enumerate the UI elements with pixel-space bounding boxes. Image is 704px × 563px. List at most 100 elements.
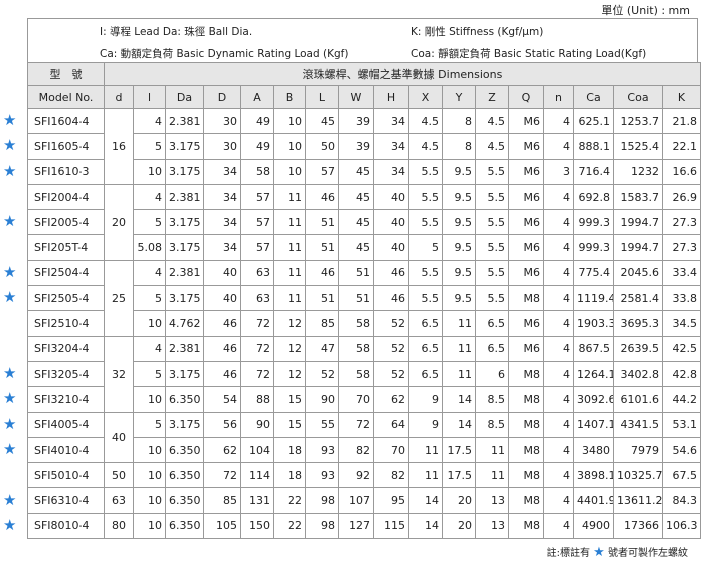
table-row: SFI4005-4 40 5 3.175 56 90 15 55 72 64 9 14 8.5 M8 4 14… (27, 411, 702, 464)
legend-text: Ca: 動額定負荷 Basic Dynamic Rating Load (Kgf… (100, 48, 349, 60)
value-cell: 9 (408, 411, 443, 438)
value-cell: 3898.1 (573, 462, 614, 489)
note-text: 號者可製作左螺紋 (608, 548, 688, 559)
value-cell: 5 (133, 411, 166, 438)
value-cell: 4.5 (475, 133, 509, 160)
model-cell: SFI4010-4 (27, 436, 105, 464)
value-cell: 6.5 (408, 360, 443, 388)
value-cell: 92 (338, 462, 374, 489)
value-cell: 9.5 (442, 209, 476, 236)
value-cell: 40 (373, 183, 409, 211)
column-header: A (240, 85, 274, 109)
value-cell: 4 (543, 360, 574, 388)
value-cell: 4900 (573, 512, 614, 540)
value-cell: 52 (373, 335, 409, 362)
value-cell: 98 (305, 487, 339, 514)
value-cell: 5.5 (475, 259, 509, 287)
value-cell: 12 (273, 335, 306, 362)
value-cell: 14 (408, 487, 443, 514)
value-cell: 10 (273, 158, 306, 185)
value-cell: 2.381 (165, 183, 204, 211)
value-cell: 1994.7 (613, 234, 663, 261)
value-cell: 1407.1 (573, 411, 614, 438)
value-cell: 46 (203, 360, 241, 388)
value-cell: 57 (240, 183, 274, 211)
value-cell: 34 (373, 158, 409, 185)
value-cell: 6.5 (408, 310, 443, 337)
value-cell: 1525.4 (613, 133, 663, 160)
table-row: SFI6310-4 63 10 6.350 85 131 22 98 107 95 14 20 13 M8… (27, 487, 702, 514)
table-row: SFI2510-4 10 4.762 46 72 12 85 58 52 6.5 11 6.5 M6 4 1… (27, 310, 702, 337)
value-cell: 114 (240, 462, 274, 489)
value-cell: 34 (373, 107, 409, 135)
value-cell: 13611.2 (613, 487, 663, 514)
value-cell: 3092.6 (573, 386, 614, 413)
value-cell: M6 (508, 310, 544, 337)
value-cell: M6 (508, 209, 544, 236)
value-cell: 4 (543, 335, 574, 362)
value-cell: 51 (338, 285, 374, 312)
table-row: SFI4010-4 10 6.350 62 104 18 93 82 70 11 17.5 11 M8 4… (27, 436, 702, 464)
value-cell: 4.5 (408, 107, 443, 135)
d-cell: 80 (104, 512, 134, 540)
value-cell: 34 (373, 133, 409, 160)
value-cell: 9.5 (442, 259, 476, 287)
value-cell: 46 (305, 259, 339, 287)
value-cell: 18 (273, 462, 306, 489)
value-cell: 3.175 (165, 411, 204, 438)
value-cell: 40 (373, 209, 409, 236)
value-cell: 10325.7 (613, 462, 663, 489)
value-cell: 5.5 (408, 183, 443, 211)
value-cell: 40 (373, 234, 409, 261)
value-cell: 30 (203, 107, 241, 135)
value-cell: 40 (203, 259, 241, 287)
value-cell: 85 (305, 310, 339, 337)
value-cell: 58 (338, 335, 374, 362)
value-cell: 42.8 (661, 360, 702, 388)
value-cell: 46 (203, 335, 241, 362)
table-row: SFI8010-4 80 10 6.350 105 150 22 98 127 115 14 20 13… (27, 512, 702, 540)
value-cell: 6.350 (165, 462, 204, 489)
value-cell: 11 (273, 259, 306, 287)
value-cell: 49 (240, 107, 274, 135)
value-cell: 115 (373, 512, 409, 540)
value-cell: 47 (305, 335, 339, 362)
model-cell: SFI6310-4 (27, 487, 105, 514)
value-cell: 17366 (613, 512, 663, 540)
value-cell: 5.5 (475, 285, 509, 312)
value-cell: 4 (543, 285, 574, 312)
value-cell: 3.175 (165, 360, 204, 388)
star-icon: ★ (3, 440, 17, 458)
value-cell: 33.4 (661, 259, 702, 287)
value-cell: 18 (273, 436, 306, 464)
star-icon: ★ (3, 136, 17, 155)
star-icon: ★ (3, 490, 17, 509)
d-cell: 63 (104, 487, 134, 514)
value-cell: 30 (203, 133, 241, 160)
value-cell: 3 (543, 158, 574, 185)
d-cell: 40 (104, 411, 134, 464)
legend-text: Coa: 靜額定負荷 Basic Static Rating Load(Kgf) (411, 48, 647, 60)
value-cell: 45 (338, 234, 374, 261)
value-cell: 10 (133, 310, 166, 337)
column-header: X (408, 85, 443, 109)
value-cell: 4 (543, 133, 574, 160)
star-icon: ★ (3, 515, 17, 534)
value-cell: 12 (273, 310, 306, 337)
star-icon: ★ (3, 212, 17, 231)
value-cell: 55 (305, 411, 339, 438)
value-cell: 10 (133, 436, 166, 464)
model-cell: SFI5010-4 (27, 462, 105, 489)
value-cell: 11 (408, 436, 443, 464)
value-cell: 10 (133, 512, 166, 540)
value-cell: 3402.8 (613, 360, 663, 388)
value-cell: 11 (442, 335, 476, 362)
model-cell: SFI3204-4 (27, 335, 105, 362)
value-cell: 22 (273, 512, 306, 540)
value-cell: 3.175 (165, 133, 204, 160)
value-cell: 82 (338, 436, 374, 464)
d-cell: 16 (104, 108, 134, 185)
value-cell: 1253.7 (613, 107, 663, 135)
